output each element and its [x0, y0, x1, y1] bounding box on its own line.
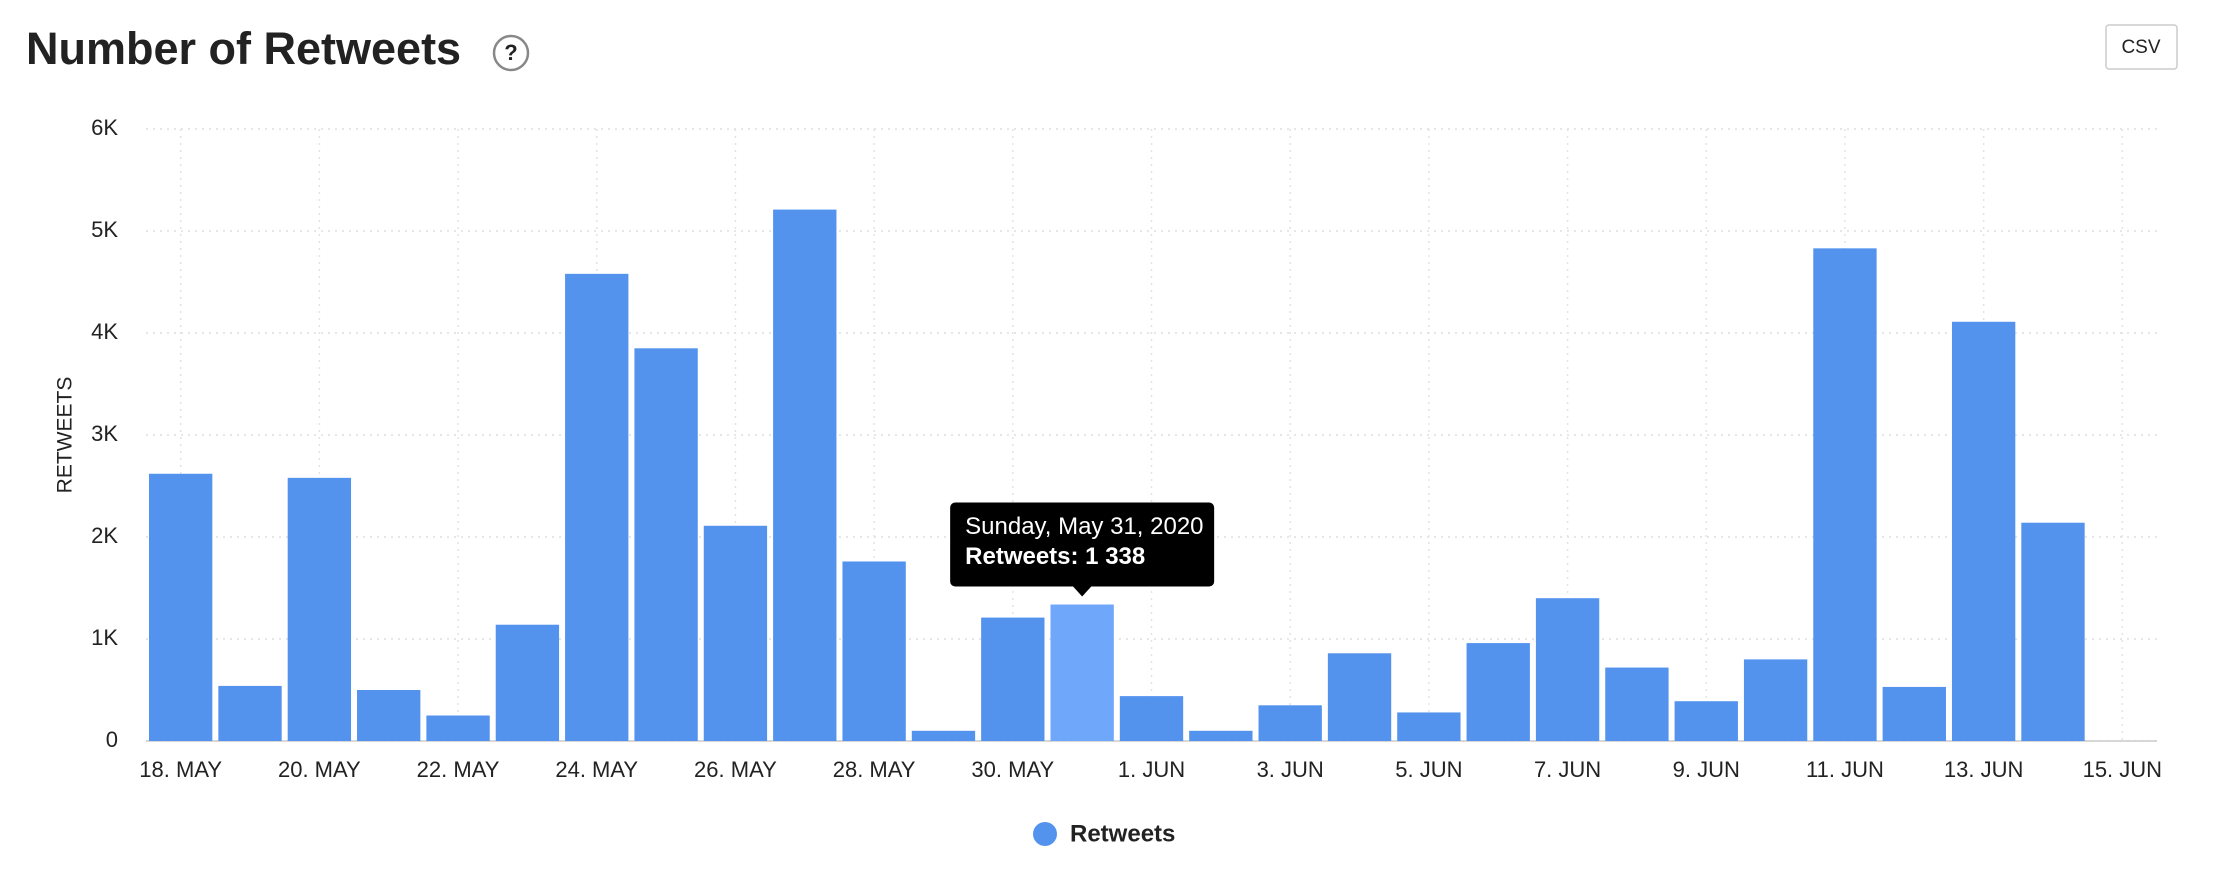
csv-button[interactable] [2105, 24, 2178, 70]
x-tick-label: 22. MAY [417, 757, 500, 782]
x-tick-label: 20. MAY [278, 757, 361, 782]
tooltip-date: Sunday, May 31, 2020 [965, 513, 1203, 540]
x-tick-label: 5. JUN [1395, 757, 1462, 782]
y-tick-label: 6K [91, 115, 118, 140]
help-icon-text: ? [504, 40, 517, 65]
x-tick-label: 11. JUN [1806, 757, 1884, 782]
bar [1535, 598, 1600, 741]
bar [1882, 686, 1946, 741]
x-tick-label: 28. MAY [833, 757, 916, 782]
tooltip-box [950, 502, 1215, 587]
y-tick-label: 0 [106, 727, 118, 752]
chart-title: Number of Retweets [26, 23, 461, 74]
legend-swatch [1033, 822, 1057, 846]
bar [565, 273, 629, 741]
tooltip-value: Retweets: 1 338 [965, 543, 1145, 570]
x-tick-label: 26. MAY [694, 757, 777, 782]
bar [1327, 653, 1392, 741]
bar [1743, 659, 1808, 741]
bar [911, 730, 976, 741]
y-tick-label: 3K [91, 421, 118, 446]
bar [1258, 705, 1322, 741]
csv-button-text: CSV [2121, 37, 2160, 58]
bar [981, 617, 1045, 741]
x-tick-label: 13. JUN [1944, 757, 2023, 782]
bar [1050, 604, 1114, 741]
bar [1119, 696, 1184, 741]
y-tick-label: 1K [91, 625, 118, 650]
bar [495, 624, 560, 741]
bar [634, 348, 698, 741]
y-tick-label: 4K [91, 319, 118, 344]
y-axis-label: RETWEETS [54, 377, 77, 494]
bar [842, 561, 906, 741]
bar [703, 525, 768, 741]
bar [1466, 643, 1530, 741]
bar [1674, 701, 1738, 741]
bar [1189, 730, 1253, 741]
x-tick-label: 24. MAY [555, 757, 638, 782]
bar [2021, 522, 2085, 741]
bar [773, 209, 837, 741]
y-tick-label: 2K [91, 523, 118, 548]
x-tick-label: 3. JUN [1257, 757, 1324, 782]
x-tick-label: 1. JUN [1118, 757, 1185, 782]
legend-label: Retweets [1070, 820, 1175, 847]
bar [1951, 321, 2016, 741]
tooltip: Sunday, May 31, 2020 Retweets: 1 338 [950, 502, 1215, 597]
bar [1813, 248, 1877, 741]
help-icon[interactable] [492, 34, 530, 72]
x-tick-label: 30. MAY [971, 757, 1054, 782]
bar [357, 690, 421, 741]
bar [426, 715, 490, 741]
x-tick-label: 9. JUN [1673, 757, 1740, 782]
bar [1605, 667, 1669, 741]
tooltip-pointer [1072, 585, 1093, 597]
x-tick-label: 18. MAY [139, 757, 222, 782]
y-tick-label: 5K [91, 217, 118, 242]
bar [1397, 712, 1461, 741]
x-tick-label: 15. JUN [2083, 757, 2162, 782]
x-tick-label: 7. JUN [1534, 757, 1601, 782]
bar [218, 685, 282, 741]
bar [149, 473, 213, 741]
bar [287, 477, 352, 741]
